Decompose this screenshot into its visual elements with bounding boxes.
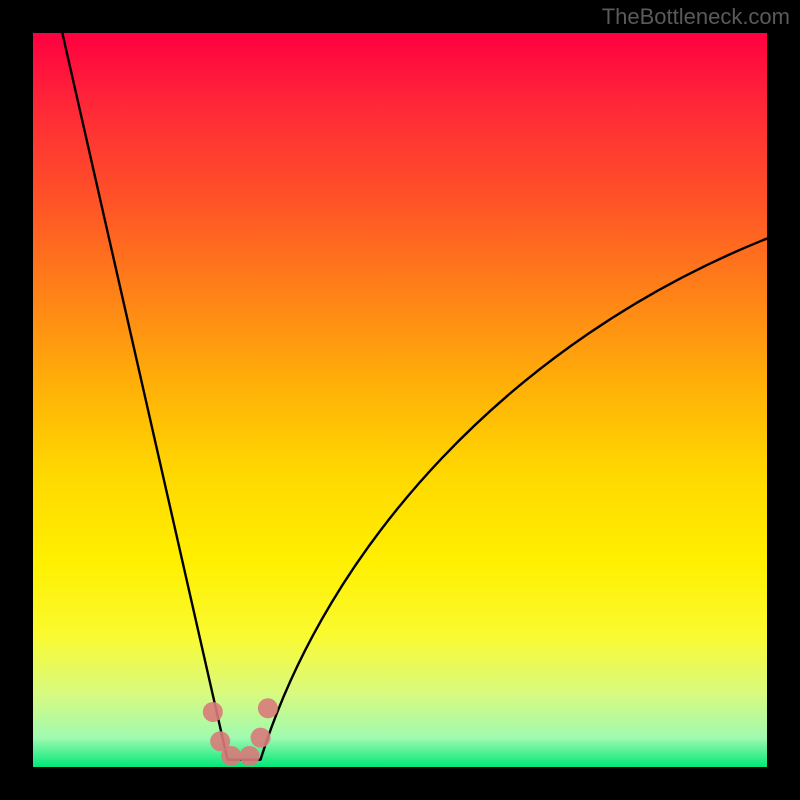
marker-point xyxy=(258,698,278,718)
marker-point xyxy=(203,702,223,722)
plot-area xyxy=(33,33,767,767)
marker-point xyxy=(240,746,260,766)
marker-point xyxy=(221,746,241,766)
gradient-background xyxy=(33,33,767,767)
watermark-text: TheBottleneck.com xyxy=(602,4,790,30)
marker-point xyxy=(251,728,271,748)
chart-svg xyxy=(33,33,767,767)
